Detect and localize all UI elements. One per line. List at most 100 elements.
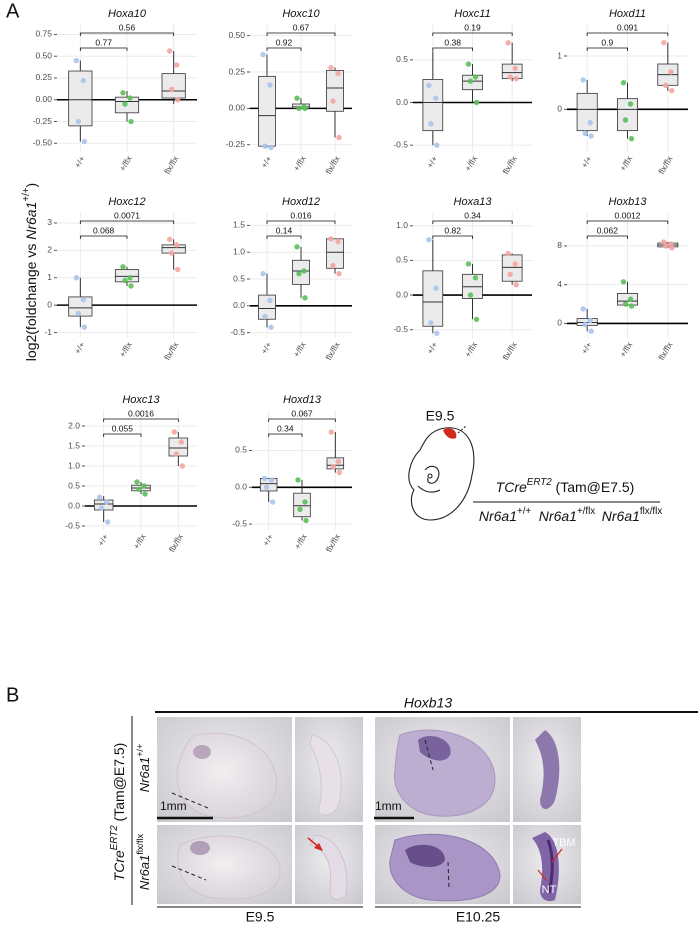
data-point <box>587 119 593 126</box>
y-label-text: log2(foldchange vs <box>23 240 39 361</box>
x-tick-label: +/+ <box>425 340 440 356</box>
driver-gene: TCre <box>496 479 527 495</box>
x-tick-label: +/flx <box>618 153 635 172</box>
x-tick-label: +/+ <box>259 340 274 356</box>
data-point <box>260 270 266 277</box>
p-value: 0.9 <box>601 37 613 47</box>
data-point <box>668 69 674 75</box>
column-label: E9.5 <box>246 909 275 925</box>
row-genotype: +/+ <box>135 744 145 757</box>
box <box>93 499 114 511</box>
y-tick-label: 0.25 <box>228 66 245 76</box>
data-point <box>336 469 343 476</box>
genotype-gene: Nr6a1 <box>539 508 577 524</box>
x-tick-label: flx/flx <box>500 339 519 361</box>
data-point <box>120 90 126 96</box>
data-point <box>582 321 588 328</box>
x-tick-label: +/+ <box>579 340 594 356</box>
data-point <box>663 82 669 89</box>
x-tick-label: +/flx <box>291 339 308 358</box>
data-point <box>98 505 105 511</box>
embryo-stain <box>405 844 445 867</box>
p-value: 0.062 <box>597 225 619 235</box>
y-tick-label: 4 <box>557 279 562 289</box>
comparison-bracket <box>266 235 302 239</box>
x-tick-label: +/+ <box>261 532 276 548</box>
comparison-bracket <box>586 220 669 224</box>
data-point <box>588 328 594 334</box>
embryo-image <box>309 734 342 816</box>
comparison-bracket <box>103 418 179 422</box>
row-gene: Nr6a1 <box>137 855 152 890</box>
data-point <box>580 306 586 312</box>
genotype-superscript: +/+ <box>517 506 531 517</box>
genotype-gene: Nr6a1 <box>479 508 517 524</box>
y-label-gene: Nr6a1 <box>23 202 39 240</box>
row-header-gene: TCre <box>111 850 127 881</box>
data-point <box>174 266 181 273</box>
data-point <box>127 275 133 281</box>
row-genotype: flx/flx <box>135 833 145 854</box>
y-tick-label: -0.50 <box>33 138 53 148</box>
data-point <box>173 62 180 68</box>
stage-label: E9.5 <box>426 408 455 424</box>
data-point <box>267 82 273 88</box>
section-line <box>457 425 467 434</box>
row-label: Nr6a1+/+ <box>135 744 152 793</box>
embryo-stain <box>418 735 451 761</box>
row-header: TCreERT2 (Tam@E7.5) <box>109 743 127 882</box>
x-tick-label: flx/flx <box>324 531 343 553</box>
p-value: 0.38 <box>444 37 461 47</box>
y-tick-label: 1.0 <box>396 220 408 230</box>
x-tick-label: +/+ <box>96 532 111 548</box>
comparison-bracket <box>432 235 473 239</box>
data-point <box>302 499 308 505</box>
box <box>617 98 638 132</box>
y-tick-label: -0.5 <box>232 518 247 528</box>
data-point <box>294 244 300 250</box>
x-tick-label: flx/flx <box>162 153 181 175</box>
box <box>326 238 344 269</box>
x-tick-label: flx/flx <box>323 339 342 361</box>
x-tick-label: +/+ <box>425 154 440 170</box>
embryo-image <box>535 730 560 809</box>
data-point <box>330 98 336 104</box>
y-tick-label: -0.5 <box>230 327 245 337</box>
comparison-bracket <box>266 47 302 51</box>
chart-title: Hoxb13 <box>609 196 648 208</box>
data-point <box>260 51 266 58</box>
comparison-bracket <box>586 32 669 36</box>
x-tick-label: flx/flx <box>167 531 186 553</box>
data-point <box>73 57 80 64</box>
data-point <box>174 97 181 103</box>
data-point <box>472 74 479 80</box>
y-tick-label: 0.0 <box>233 300 245 310</box>
box <box>68 296 93 317</box>
chart-title: Hoxc13 <box>122 394 160 406</box>
data-point <box>433 285 439 291</box>
box <box>161 73 186 99</box>
y-tick-label: -0.5 <box>393 324 408 334</box>
data-point <box>296 105 302 112</box>
data-point <box>669 245 675 251</box>
data-point <box>302 295 308 301</box>
data-point <box>505 40 511 46</box>
data-point <box>141 483 147 489</box>
data-point <box>336 134 342 141</box>
chart-title: Hoxd12 <box>282 196 320 208</box>
y-tick-label: 0.0 <box>68 500 80 510</box>
data-point <box>512 65 518 72</box>
y-tick-label: 0.50 <box>35 50 52 60</box>
y-tick-label: 1.0 <box>233 246 245 256</box>
genotype-label: Nr6a1+/+ <box>479 506 532 524</box>
data-point <box>134 479 140 485</box>
data-point <box>75 118 82 125</box>
y-tick-label: 0.5 <box>396 255 408 265</box>
comparison-bracket <box>79 235 128 239</box>
data-point <box>335 70 341 77</box>
data-point <box>428 121 434 127</box>
embryo-stain <box>190 841 210 855</box>
data-point <box>268 324 274 330</box>
data-point <box>628 303 635 309</box>
panel-label: A <box>6 0 20 22</box>
